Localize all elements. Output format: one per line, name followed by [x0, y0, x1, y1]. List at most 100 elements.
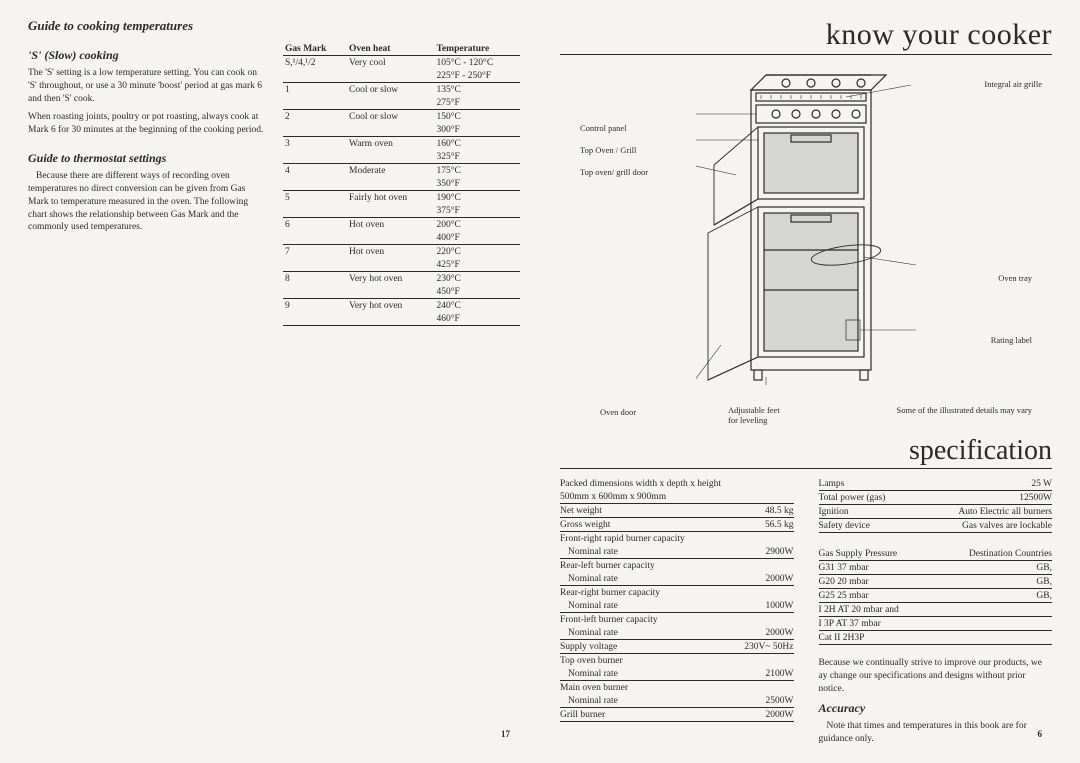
table-cell: 450°F: [434, 285, 520, 299]
thermostat-title: Guide to thermostat settings: [28, 151, 265, 166]
label-feet: Adjustable feet for leveling: [728, 405, 780, 425]
table-cell: Cool or slow: [347, 83, 434, 97]
left-text-column: 'S' (Slow) cooking The 'S' setting is a …: [28, 42, 265, 326]
table-cell: 3: [283, 137, 347, 151]
specification-title: specification: [560, 435, 1052, 469]
table-cell: 135°C: [434, 83, 520, 97]
table-cell: 400°F: [434, 231, 520, 245]
i3p-row: I 3P AT 37 mbar: [819, 617, 1053, 631]
packed-dim-value: 500mm x 600mm x 900mm: [560, 490, 794, 504]
table-cell: Warm oven: [347, 137, 434, 151]
slow-cooking-p2: When roasting joints, poultry or pot roa…: [28, 111, 265, 137]
table-cell: 9: [283, 299, 347, 313]
table-cell: [347, 177, 434, 191]
table-cell: [283, 123, 347, 137]
table-cell: [283, 96, 347, 110]
th-temp: Temperature: [434, 42, 520, 56]
label-oven-tray: Oven tray: [998, 273, 1032, 283]
table-cell: [347, 231, 434, 245]
table-cell: [283, 312, 347, 326]
table-cell: 7: [283, 245, 347, 259]
table-cell: 220°C: [434, 245, 520, 259]
table-cell: Hot oven: [347, 218, 434, 232]
cooker-diagram: Integral air grille Control panel Top Ov…: [580, 65, 1032, 425]
label-rating: Rating label: [991, 335, 1032, 345]
table-cell: [347, 150, 434, 164]
table-cell: 325°F: [434, 150, 520, 164]
table-cell: 6: [283, 218, 347, 232]
net-weight-row: Net weight48.5 kg: [560, 504, 794, 518]
table-cell: 4: [283, 164, 347, 178]
left-columns: 'S' (Slow) cooking The 'S' setting is a …: [28, 42, 520, 326]
label-top-oven-door: Top oven/ grill door: [580, 167, 648, 177]
table-cell: [347, 123, 434, 137]
supply-voltage-row: Supply voltage230V~ 50Hz: [560, 640, 794, 654]
temperature-table: Gas Mark Oven heat Temperature S,¹/4,¹/2…: [283, 42, 520, 326]
cooker-illustration: [696, 65, 916, 385]
spec-left-col: Packed dimensions width x depth x height…: [560, 477, 794, 752]
table-cell: [347, 312, 434, 326]
accuracy-title: Accuracy: [819, 701, 1053, 716]
packed-dim-label: Packed dimensions width x depth x height: [560, 477, 794, 490]
rr-burner-val: Nominal rate1000W: [560, 599, 794, 613]
diagram-note: Some of the illustrated details may vary: [897, 405, 1033, 415]
g25-row: G25 25 mbarGB,: [819, 589, 1053, 603]
table-cell: 300°F: [434, 123, 520, 137]
fr-burner-val: Nominal rate2900W: [560, 545, 794, 559]
specification-columns: Packed dimensions width x depth x height…: [560, 477, 1052, 752]
label-integral-grille: Integral air grille: [984, 79, 1042, 89]
table-cell: [283, 69, 347, 83]
table-cell: [283, 285, 347, 299]
table-cell: [347, 96, 434, 110]
table-cell: [283, 204, 347, 218]
table-cell: 190°C: [434, 191, 520, 205]
lamps-row: Lamps25 W: [819, 477, 1053, 491]
table-cell: [347, 285, 434, 299]
table-cell: Moderate: [347, 164, 434, 178]
slow-cooking-p1: The 'S' setting is a low temperature set…: [28, 67, 265, 105]
table-cell: 150°C: [434, 110, 520, 124]
fl-burner-val: Nominal rate2000W: [560, 626, 794, 640]
table-cell: 160°C: [434, 137, 520, 151]
total-power-row: Total power (gas)12500W: [819, 491, 1053, 505]
g20-row: G20 20 mbarGB,: [819, 575, 1053, 589]
table-cell: S,¹/4,¹/2: [283, 56, 347, 70]
left-page: Guide to cooking temperatures 'S' (Slow)…: [28, 18, 520, 745]
top-oven-burner-val: Nominal rate2100W: [560, 667, 794, 681]
fr-burner-label: Front-right rapid burner capacity: [560, 532, 794, 545]
table-cell: 200°C: [434, 218, 520, 232]
table-cell: 8: [283, 272, 347, 286]
right-page: know your cooker: [560, 18, 1052, 745]
table-cell: 1: [283, 83, 347, 97]
cooking-temps-title: Guide to cooking temperatures: [28, 18, 520, 34]
th-gasmark: Gas Mark: [283, 42, 347, 56]
table-cell: [347, 258, 434, 272]
table-cell: 225°F - 250°F: [434, 69, 520, 83]
i2h-row: I 2H AT 20 mbar and: [819, 603, 1053, 617]
label-oven-door: Oven door: [600, 407, 636, 417]
gas-supply-header: Gas Supply PressureDestination Countries: [819, 547, 1053, 561]
rl-burner-label: Rear-left burner capacity: [560, 559, 794, 572]
top-oven-burner-label: Top oven burner: [560, 654, 794, 667]
thermostat-text: Because there are different ways of reco…: [28, 170, 265, 234]
table-cell: 240°C: [434, 299, 520, 313]
fl-burner-label: Front-left burner capacity: [560, 613, 794, 626]
cat-row: Cat II 2H3P: [819, 631, 1053, 645]
safety-device-row: Safety deviceGas valves are lockable: [819, 519, 1053, 533]
th-ovenheat: Oven heat: [347, 42, 434, 56]
label-top-oven-grill: Top Oven / Grill: [580, 145, 636, 155]
table-cell: 375°F: [434, 204, 520, 218]
grill-burner-row: Grill burner2000W: [560, 708, 794, 722]
gross-weight-row: Gross weight56.5 kg: [560, 518, 794, 532]
table-cell: 350°F: [434, 177, 520, 191]
g31-row: G31 37 mbarGB,: [819, 561, 1053, 575]
rl-burner-val: Nominal rate2000W: [560, 572, 794, 586]
label-control-panel: Control panel: [580, 123, 627, 133]
table-cell: 175°C: [434, 164, 520, 178]
table-cell: Fairly hot oven: [347, 191, 434, 205]
main-oven-burner-val: Nominal rate2500W: [560, 694, 794, 708]
table-cell: 275°F: [434, 96, 520, 110]
table-cell: Very hot oven: [347, 272, 434, 286]
table-cell: [283, 231, 347, 245]
table-cell: 5: [283, 191, 347, 205]
